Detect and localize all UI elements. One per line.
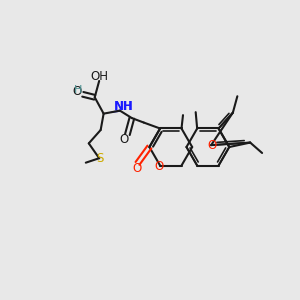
Text: NH: NH bbox=[115, 100, 132, 113]
Text: OH: OH bbox=[91, 70, 109, 83]
Text: O: O bbox=[120, 133, 129, 146]
Text: NH: NH bbox=[114, 100, 134, 113]
Text: O: O bbox=[207, 139, 216, 152]
Text: H: H bbox=[74, 85, 82, 95]
Text: O: O bbox=[154, 160, 163, 173]
Polygon shape bbox=[103, 110, 120, 114]
Text: O: O bbox=[133, 162, 142, 175]
Text: S: S bbox=[96, 152, 103, 165]
Text: O: O bbox=[73, 85, 82, 98]
